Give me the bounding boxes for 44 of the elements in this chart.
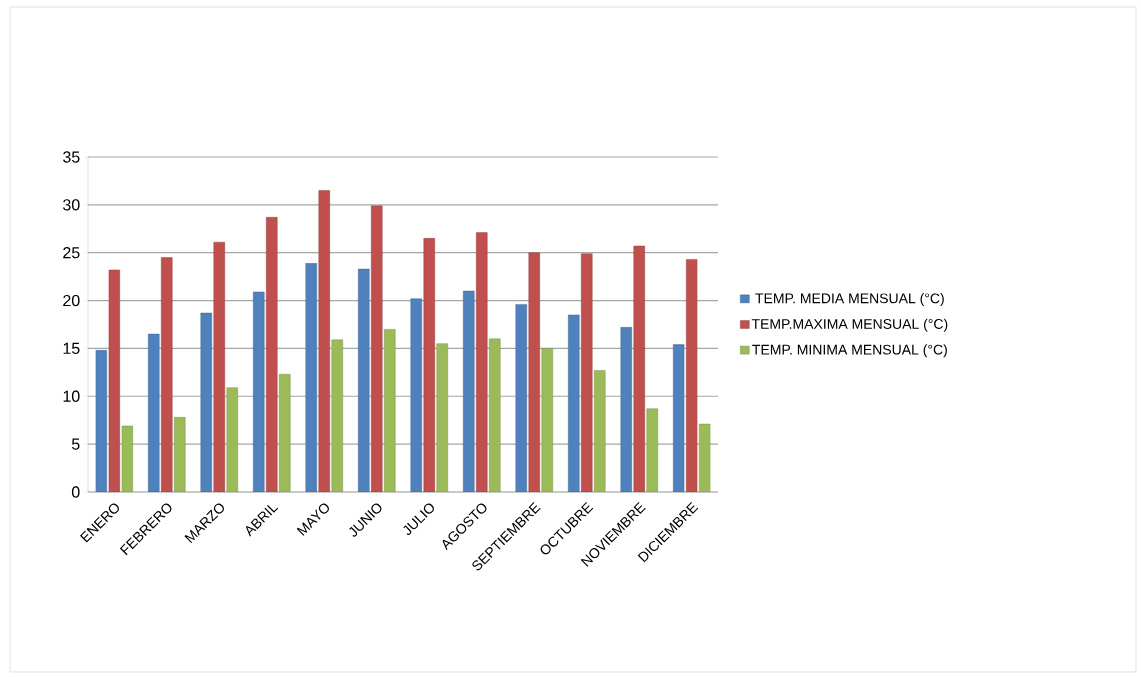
bar [200,312,212,492]
bar [371,205,383,492]
bar [568,314,580,492]
bar [331,339,343,492]
y-tick-label: 30 [63,199,80,211]
bar [318,190,330,492]
bar [266,217,278,492]
y-tick-label: 25 [63,247,80,259]
bar [279,374,291,492]
legend-label: TEMP. MINIMA MENSUAL (°C) [752,344,947,358]
bar [581,253,593,492]
y-tick-label: 20 [63,294,80,307]
bar [673,344,685,492]
bar [436,343,448,492]
bar [489,338,501,492]
legend-label: TEMP.MAXIMA MENSUAL (°C) [751,318,948,332]
legend-label: TEMP. MEDIA MENSUAL (°C) [755,293,944,307]
bar [633,245,645,492]
bar [594,370,606,492]
bar [213,241,225,492]
bar [148,333,160,492]
bar [515,304,527,492]
bar [108,269,120,492]
bar [305,263,317,492]
bar [253,291,265,492]
bar [226,387,238,492]
bar [541,348,553,492]
y-tick-label: 0 [71,486,80,498]
bar [463,290,475,492]
bar [95,350,107,492]
bar [423,238,435,492]
bar [384,329,396,492]
y-tick-label: 10 [63,390,80,402]
bar [358,268,370,492]
y-tick-label: 5 [71,438,80,450]
bar [646,408,658,492]
y-tick-label: 35 [63,151,80,163]
y-tick-label: 15 [63,342,80,354]
bar [620,327,632,492]
bar [161,257,173,492]
bar [476,232,488,492]
bar [686,259,698,492]
bar [410,298,422,492]
bar [528,252,540,492]
